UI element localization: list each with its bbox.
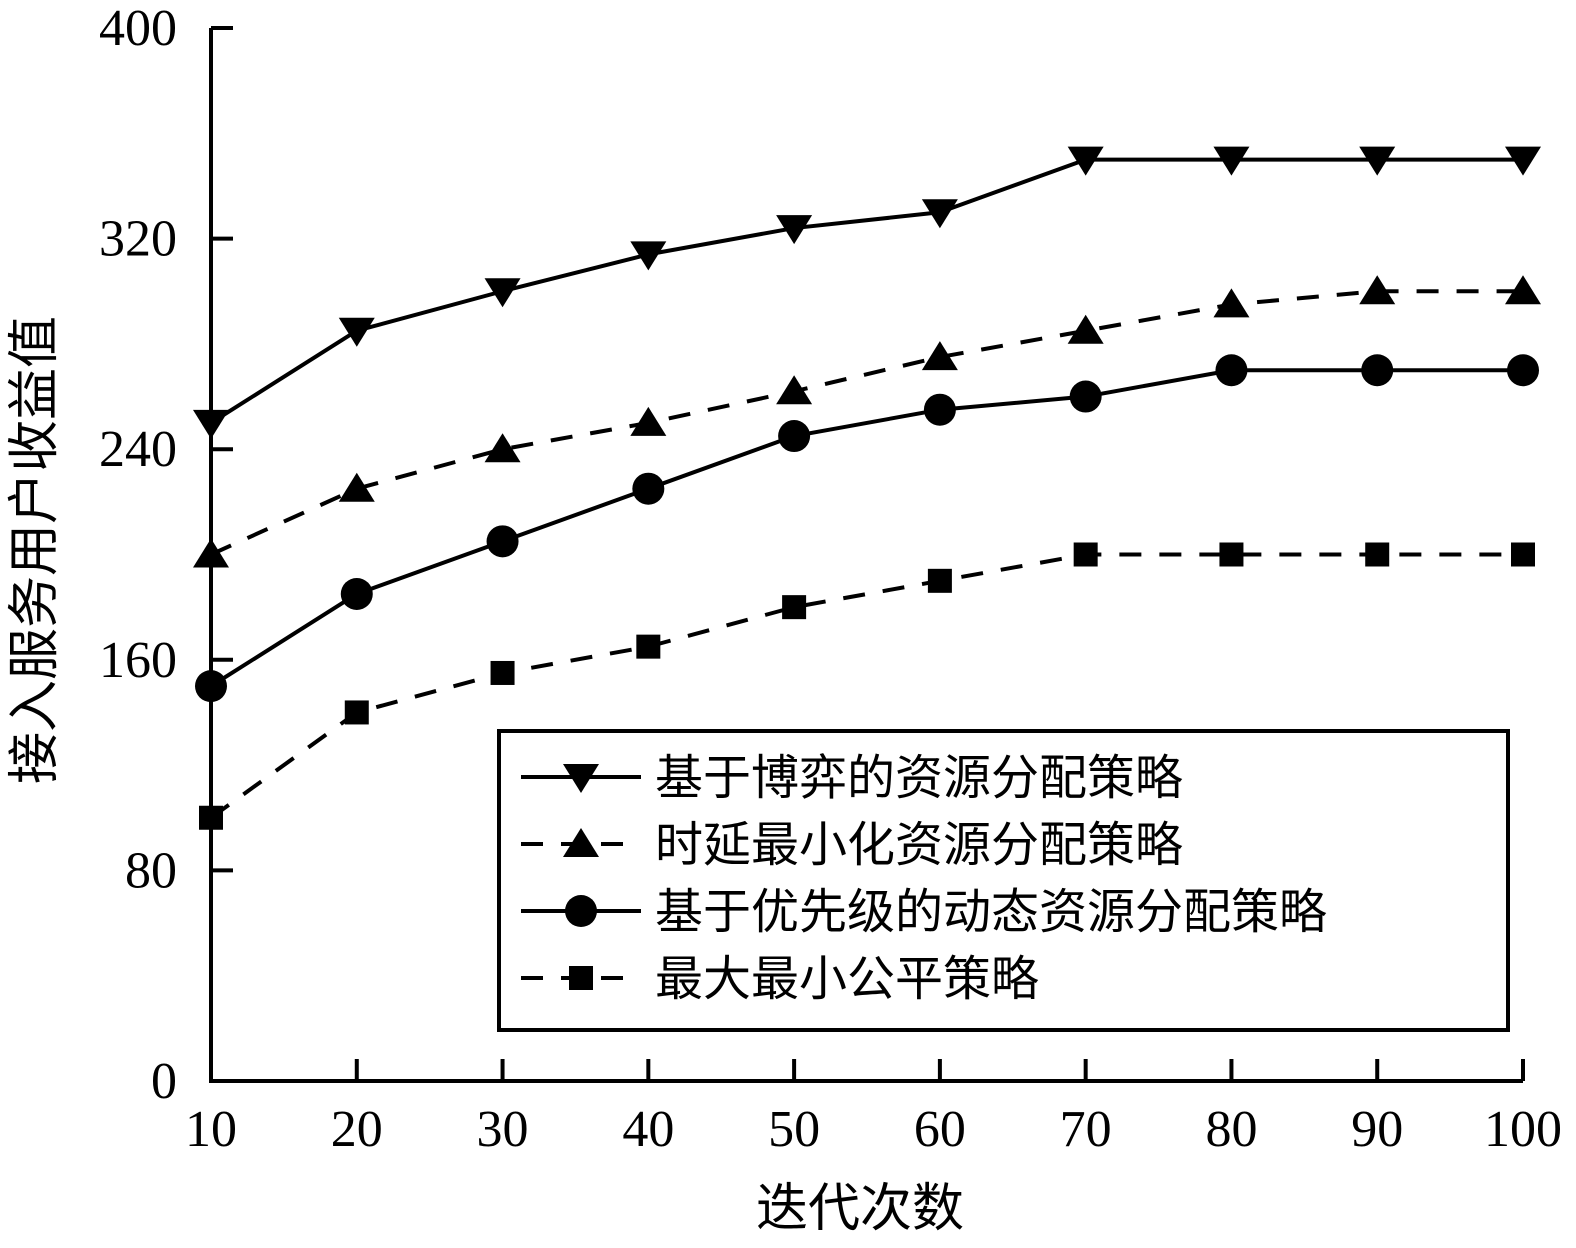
- y-tick-label-240: 240: [99, 421, 177, 478]
- series-2-point-50: [776, 375, 813, 405]
- y-tick-label-80: 80: [125, 842, 177, 899]
- series-3-point-40: [632, 472, 665, 505]
- series-2-point-90: [1359, 275, 1396, 305]
- series-2-point-40: [630, 406, 667, 436]
- y-tick-label-400: 400: [99, 0, 177, 57]
- series-1-point-20: [338, 317, 375, 347]
- series-2-point-70: [1067, 314, 1104, 344]
- x-tick-label-30: 30: [477, 1101, 529, 1158]
- series-2-point-80: [1213, 288, 1250, 318]
- series-1-point-70: [1067, 146, 1104, 176]
- series-4-line: [209, 552, 1523, 820]
- series-3-point-30: [486, 525, 519, 558]
- series-4-point-20: [344, 700, 369, 725]
- axes: 0 80 160 240 320 400 10 20 30 40 50 60 70 80 90 100: [99, 0, 1562, 1158]
- x-tick-label-90: 90: [1351, 1101, 1403, 1158]
- legend-box: [497, 729, 1510, 1032]
- series-2-point-60: [921, 341, 958, 371]
- series-4-point-40: [636, 634, 661, 659]
- series-4-point-80: [1219, 542, 1244, 567]
- series-1-point-10: [193, 409, 229, 439]
- series-3-point-50: [778, 420, 811, 453]
- x-tick-label-50: 50: [768, 1101, 820, 1158]
- series-3-point-10: [195, 670, 227, 703]
- series-4: [199, 542, 1535, 830]
- x-tick-label-100: 100: [1484, 1101, 1562, 1158]
- x-tick-label-60: 60: [914, 1101, 966, 1158]
- series-4-point-90: [1365, 542, 1390, 567]
- series-1-point-50: [776, 215, 813, 245]
- series-1-point-100: [1505, 146, 1541, 176]
- legend-marker-1: [563, 764, 599, 793]
- x-tick-label-20: 20: [331, 1101, 383, 1158]
- x-tick-label-10: 10: [185, 1101, 237, 1158]
- series-2-point-100: [1505, 275, 1541, 305]
- series-2-line: [210, 289, 1523, 557]
- x-axis-title: 迭代次数: [756, 1179, 964, 1239]
- legend-marker-3: [565, 895, 597, 927]
- y-axis-title: 接入服务用户收益值: [5, 316, 65, 784]
- legend-label-2: 时延最小化资源分配策略: [655, 817, 1183, 873]
- series-3-line: [209, 368, 1523, 688]
- series-3-point-70: [1069, 380, 1102, 413]
- series-4-point-30: [490, 660, 515, 685]
- series-3-point-60: [923, 393, 956, 426]
- series-2-point-10: [193, 538, 229, 568]
- legend-marker-2: [563, 828, 599, 857]
- legend-label-1: 基于博弈的资源分配策略: [655, 750, 1183, 806]
- series-2-point-20: [338, 472, 375, 502]
- legend-marker-4: [569, 966, 593, 990]
- series-3-point-20: [340, 577, 373, 610]
- series-4-point-70: [1073, 542, 1098, 567]
- series-1-point-60: [921, 199, 958, 229]
- series-1-point-80: [1213, 146, 1250, 176]
- series-2-point-30: [484, 433, 521, 463]
- x-tick-label-70: 70: [1060, 1101, 1112, 1158]
- series-4-point-10: [199, 805, 223, 830]
- series-3: [195, 354, 1539, 703]
- series-2: [193, 275, 1541, 568]
- series-1-point-30: [484, 278, 521, 308]
- series-1-point-90: [1359, 146, 1396, 176]
- y-tick-label-320: 320: [99, 211, 177, 268]
- plot-area: [193, 146, 1541, 830]
- series-1: [193, 146, 1541, 439]
- legend: 基于博弈的资源分配策略时延最小化资源分配策略基于优先级的动态资源分配策略最大最小…: [497, 729, 1510, 1032]
- legend-label-4: 最大最小公平策略: [655, 951, 1039, 1007]
- series-3-point-80: [1215, 354, 1248, 387]
- legend-label-3: 基于优先级的动态资源分配策略: [655, 884, 1327, 940]
- series-3-point-90: [1361, 354, 1394, 387]
- series-1-line: [209, 157, 1523, 425]
- series-4-point-100: [1511, 542, 1535, 567]
- y-tick-label-160: 160: [99, 632, 177, 689]
- x-tick-label-40: 40: [622, 1101, 674, 1158]
- series-1-point-40: [630, 241, 667, 271]
- series-4-point-60: [927, 568, 952, 593]
- series-3-point-100: [1507, 354, 1539, 387]
- y-tick-label-0: 0: [151, 1053, 177, 1110]
- x-tick-label-80: 80: [1205, 1101, 1257, 1158]
- series-4-point-50: [782, 595, 807, 620]
